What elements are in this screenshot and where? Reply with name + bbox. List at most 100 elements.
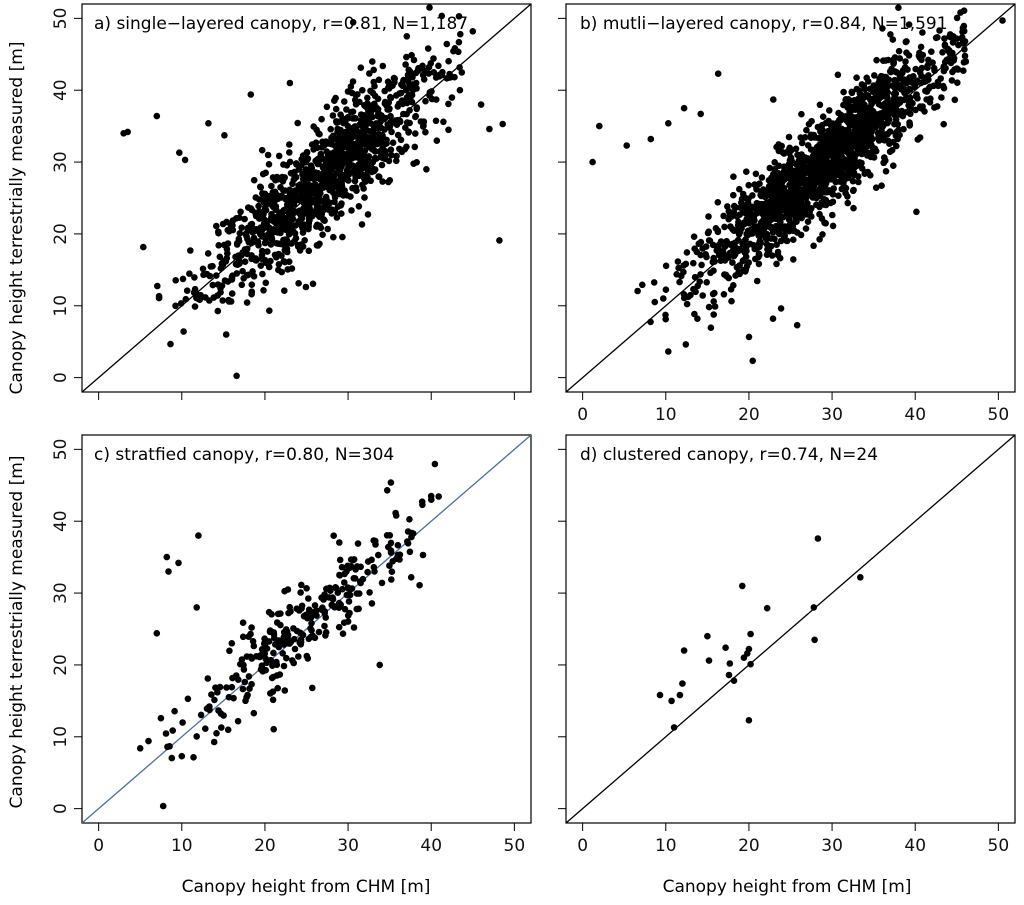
data-point [867,153,875,161]
data-point [879,113,887,121]
data-point [279,650,287,657]
data-point [299,229,307,236]
data-point [948,77,956,84]
data-point [317,150,325,158]
data-point [740,208,747,216]
data-point [353,605,361,613]
data-point [807,190,814,197]
data-point [834,71,842,79]
data-point [247,221,255,228]
data-point [346,138,354,146]
panel-c-ytick-label: 0 [51,803,71,814]
data-point [305,606,313,613]
panel-c-ytick-label: 40 [51,510,71,532]
panel-b-xtick-label: 0 [577,405,588,425]
data-point [773,241,780,248]
data-point [381,98,389,106]
data-point [353,563,361,570]
data-point [729,225,736,233]
data-point [361,175,368,182]
data-point [781,174,788,181]
data-point [352,171,359,178]
data-point [333,169,340,177]
data-point [697,271,704,278]
data-point [777,237,785,245]
panel-b-xtick-label: 20 [738,405,760,425]
data-point [775,230,783,238]
data-point [818,138,826,145]
data-point [788,192,796,200]
data-point [213,272,220,279]
data-point [179,275,187,283]
data-point [855,178,862,186]
data-point [769,315,777,323]
data-point [296,181,304,188]
data-point [387,118,395,126]
data-point [353,590,361,597]
data-point [789,227,797,234]
data-point [647,135,655,143]
data-point [313,202,321,209]
data-point [378,579,386,587]
data-point [756,251,763,259]
data-point [313,607,320,614]
data-point [267,241,275,248]
data-point [270,725,278,733]
data-point [897,96,904,103]
data-point [385,106,393,113]
data-point [912,106,919,114]
data-point [326,584,333,592]
data-point [124,128,131,136]
data-point [745,333,753,341]
data-point [660,295,667,302]
data-point [730,677,738,684]
data-point [962,58,970,65]
data-point [275,261,283,268]
data-point [863,114,871,122]
data-point [813,150,821,157]
data-point [682,341,690,348]
ylabel-top: Canopy height terrestrially measured [m] [7,42,27,395]
data-point [377,118,384,125]
data-point [195,532,202,539]
data-point [694,315,701,323]
data-point [714,199,722,206]
data-point [420,76,428,83]
data-point [348,108,355,116]
data-point [249,638,257,645]
data-point [202,725,209,732]
data-point [918,72,925,80]
data-point [337,111,344,118]
data-point [233,372,240,380]
data-point [298,221,306,229]
data-point [338,210,345,217]
data-point [881,83,889,91]
data-point [285,210,293,217]
data-point [320,164,327,172]
data-point [393,152,400,160]
data-point [728,213,735,220]
data-point [931,104,938,111]
data-point [912,65,919,73]
data-point [223,684,230,691]
data-point [394,551,402,559]
data-point [776,198,784,205]
data-point [281,687,289,694]
data-point [779,191,786,199]
data-point [268,210,275,218]
data-point [338,563,346,571]
data-point [344,113,352,121]
panel-b-xtick-label: 30 [821,405,843,425]
data-point [332,105,340,113]
data-point [757,191,764,199]
data-point [197,711,205,719]
data-point [360,123,368,131]
data-point [871,72,878,79]
data-point [376,110,383,118]
data-point [753,223,761,230]
data-point [393,92,400,99]
data-point [364,211,372,218]
data-point [916,54,924,61]
data-point [375,131,383,138]
data-point [351,177,359,185]
